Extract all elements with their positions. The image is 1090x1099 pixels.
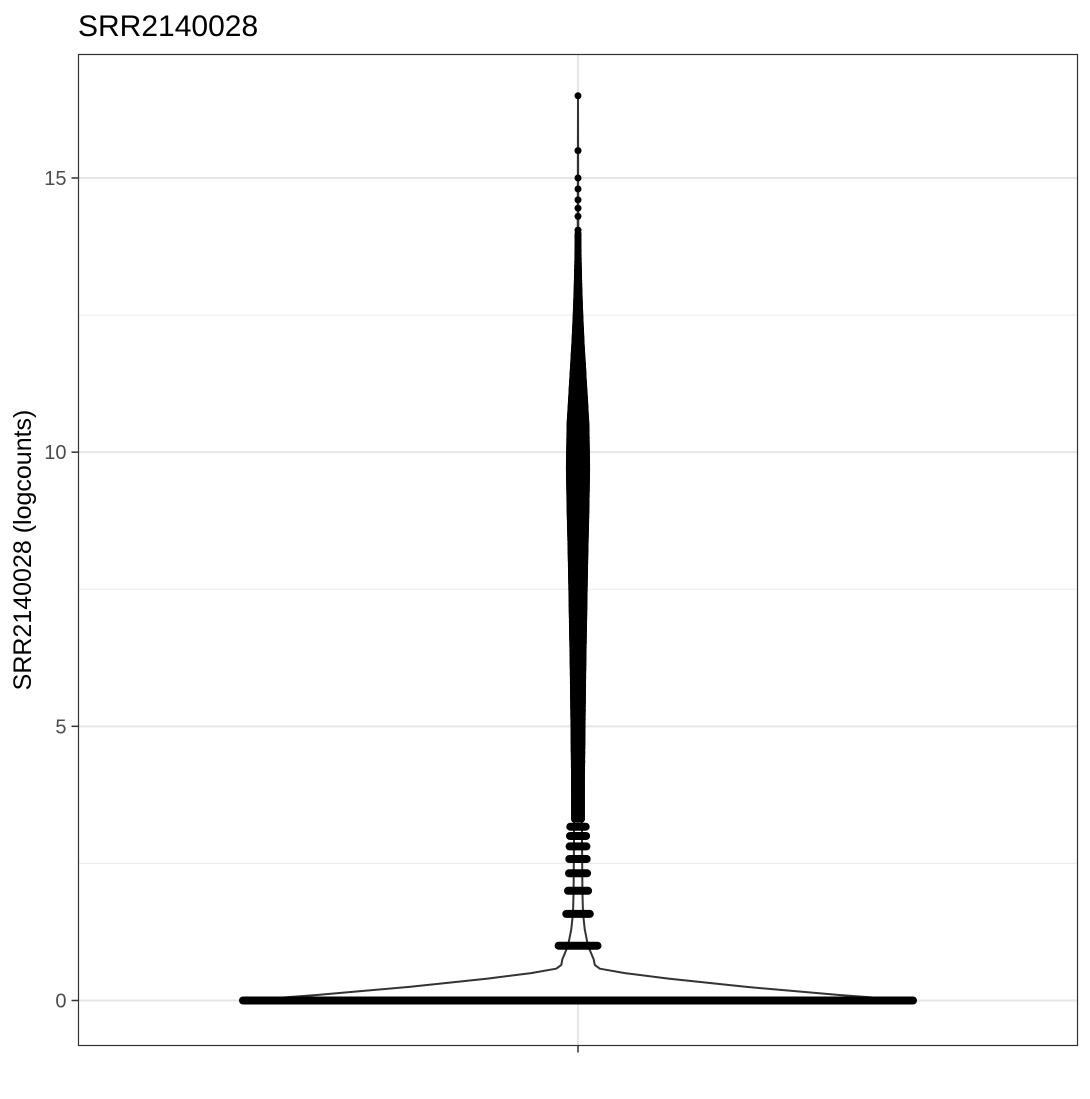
data-points-layer (239, 92, 917, 1005)
data-point (574, 185, 582, 193)
data-point (562, 909, 594, 918)
y-tick-label: 0 (55, 991, 66, 1013)
data-point (574, 147, 582, 155)
y-tick-label: 15 (44, 168, 66, 190)
data-point (565, 855, 591, 863)
y-axis: 0 5 10 15 (44, 168, 79, 1013)
data-point (566, 822, 590, 831)
y-tick-label: 10 (44, 442, 66, 464)
data-point (574, 92, 582, 100)
data-point (574, 196, 582, 204)
data-point (564, 886, 593, 895)
data-point (574, 204, 582, 212)
data-point (574, 212, 582, 220)
data-point (554, 941, 602, 950)
data-point (565, 869, 592, 878)
data-point (565, 842, 591, 851)
data-point (239, 996, 917, 1005)
data-point (566, 832, 591, 840)
y-tick-label: 5 (55, 716, 66, 738)
data-point (574, 232, 582, 240)
data-point (574, 174, 582, 182)
chart-title: SRR2140028 (78, 10, 258, 43)
y-axis-label: SRR2140028 (logcounts) (9, 410, 37, 691)
data-point (574, 226, 582, 234)
